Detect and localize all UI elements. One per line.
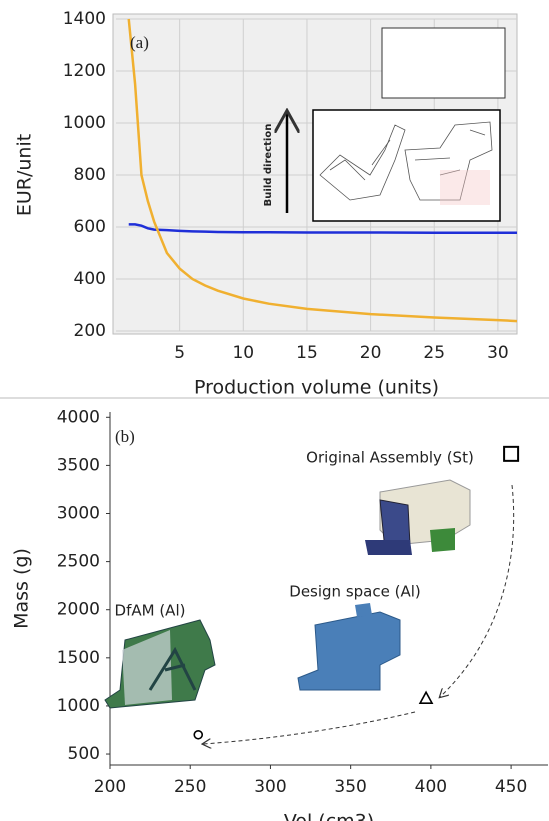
y-tick-label: 600: [74, 217, 106, 237]
x-tick-label: 5: [174, 343, 185, 363]
x-tick-label: 25: [423, 343, 445, 363]
figure: 200 400 600 800 1000 1200 1400 5 10 15 20 25 30 Produ…: [0, 0, 549, 821]
y-tick-label: 1400: [63, 9, 106, 29]
x-tick-label: 350: [334, 777, 366, 797]
annotation: DfAM (Al): [115, 602, 186, 620]
x-tick-label: 20: [360, 343, 382, 363]
y-tick-label: 1000: [57, 696, 100, 716]
part-original: [365, 480, 470, 555]
x-tick-label: 10: [232, 343, 254, 363]
inset-shade: [440, 170, 490, 205]
y-tick-label: 1200: [63, 61, 106, 81]
legend: [382, 28, 505, 98]
arrow: [203, 712, 415, 744]
x-axis-label: Production volume (units): [194, 377, 439, 399]
point: [194, 731, 202, 739]
y-axis-label: EUR/unit: [14, 134, 36, 216]
chart-b: 500 1000 1500 2000 2500 3000 3500 4000 200 250 300…: [11, 407, 549, 821]
part-dfam: [105, 620, 215, 708]
y-tick-label: 1500: [57, 648, 100, 668]
annotation: Design space (Al): [289, 583, 420, 601]
annotation: Original Assembly (St): [306, 449, 474, 467]
y-axis-label: Mass (g): [11, 548, 33, 629]
y-tick-label: 3500: [57, 455, 100, 475]
y-tick-label: 4000: [57, 407, 100, 427]
annotation: (b): [115, 427, 135, 446]
y-tick-label: 3000: [57, 504, 100, 524]
x-tick-label: 30: [487, 343, 509, 363]
point: [420, 692, 432, 703]
y-tick-label: 500: [68, 744, 100, 764]
x-tick-label: 200: [94, 777, 126, 797]
x-tick-label: 250: [174, 777, 206, 797]
y-tick-label: 2500: [57, 552, 100, 572]
part-design-space: [298, 603, 400, 690]
x-tick-label: 15: [296, 343, 318, 363]
y-tick-label: 400: [74, 269, 106, 289]
y-tick-label: 800: [74, 165, 106, 185]
annotation: (a): [130, 33, 149, 52]
annotation: Build direction: [263, 124, 274, 207]
x-tick-label: 400: [415, 777, 447, 797]
y-tick-label: 2000: [57, 600, 100, 620]
y-tick-label: 1000: [63, 113, 106, 133]
x-axis-label: Vol (cm3): [284, 811, 374, 821]
y-tick-label: 200: [74, 321, 106, 341]
x-tick-label: 300: [254, 777, 286, 797]
point: [504, 447, 518, 461]
x-tick-label: 450: [495, 777, 527, 797]
